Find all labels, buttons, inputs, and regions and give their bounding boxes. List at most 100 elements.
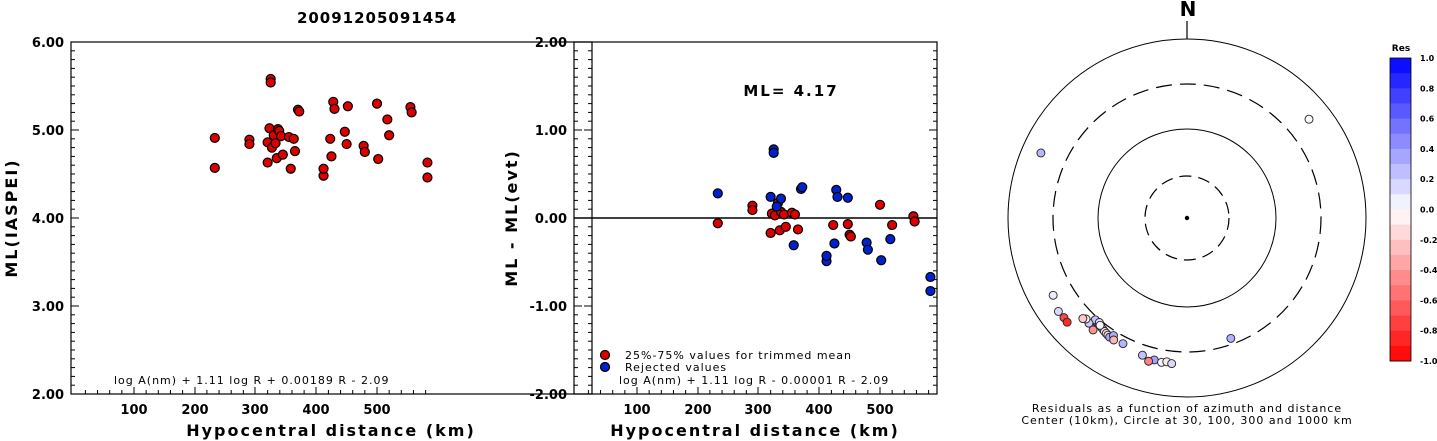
x-tick-label: 300: [744, 403, 771, 418]
trimmed-point: [792, 224, 804, 235]
colorbar-cell: [1390, 209, 1411, 226]
ml-point: [209, 162, 220, 173]
residual-distance-panel: 100 200 300 400 500 -2.00 -1.00 0.00 1.00 2.00 ML…: [502, 36, 938, 440]
ml-distance-panel: 100 200 300 400 500 2.00 3.00 4.00 5.00 6.00 log …: [2, 36, 593, 440]
colorbar-cell: [1390, 345, 1411, 362]
ml-point: [285, 163, 296, 174]
rejected-point: [925, 285, 936, 297]
ring-100km: [1097, 128, 1277, 308]
ml-point: [406, 107, 417, 118]
colorbar-cell: [1390, 58, 1411, 74]
colorbar-cell: [1390, 270, 1411, 286]
x-tick-label: 500: [866, 403, 893, 418]
legend-rejected-label: Rejected values: [625, 361, 727, 374]
polar-points: [1036, 114, 1314, 369]
trimmed-point: [780, 221, 791, 232]
polar-caption-2: Center (10km), Circle at 30, 100, 300 an…: [1021, 414, 1352, 427]
rejected-point: [788, 240, 799, 251]
colorbar-ticks: 1.0 0.8 0.6 0.4 0.2 0.0 -0.2 -0.4 -0.6 -0.8 -1.0: [1420, 54, 1437, 366]
plot1-formula: log A(nm) + 1.11 log R + 0.00189 R - 2.0…: [114, 374, 389, 387]
ml-point: [294, 106, 305, 117]
ml-point: [373, 153, 384, 165]
colorbar-cell: [1390, 73, 1411, 89]
x-tick-label: 100: [120, 403, 147, 418]
colorbar-tick-label: -0.2: [1420, 236, 1437, 245]
trimmed-point: [887, 219, 898, 231]
colorbar-cell: [1390, 285, 1411, 301]
ml-point: [342, 101, 353, 112]
ml-point: [289, 146, 301, 157]
rejected-point: [925, 271, 936, 283]
residual-station-point: [1048, 290, 1058, 300]
y-tick-label: 3.00: [32, 300, 64, 315]
x-tick-label: 200: [684, 403, 711, 418]
plot2-ticks: 100 200 300 400 500 -2.00 -1.00 0.00 1.00 2.00: [530, 36, 937, 418]
ml-point: [288, 133, 299, 144]
trimmed-point: [712, 218, 723, 229]
rejected-point: [842, 192, 853, 203]
residual-station-point: [1167, 359, 1177, 369]
residual-station-point: [1095, 320, 1105, 330]
residual-station-point: [1053, 306, 1063, 316]
plot2-formula: log A(nm) + 1.11 log R - 0.00001 R - 2.0…: [619, 374, 889, 387]
trimmed-point: [909, 216, 920, 227]
ml-point: [270, 138, 281, 149]
colorbar-cell: [1390, 118, 1411, 135]
colorbar-cell: [1390, 300, 1411, 317]
ml-point: [329, 103, 340, 114]
ml-point: [325, 133, 336, 144]
colorbar-cell: [1390, 88, 1411, 104]
x-tick-label: 200: [181, 403, 208, 418]
polar-center: [1184, 215, 1190, 221]
y-tick-label: 4.00: [32, 212, 64, 227]
colorbar-cell: [1390, 239, 1411, 256]
colorbar-cell: [1390, 133, 1411, 150]
colorbar-cells: [1389, 57, 1412, 362]
colorbar-tick-label: -1.0: [1420, 357, 1437, 366]
ml-point: [422, 172, 433, 183]
plot2-points: [712, 144, 936, 297]
residual-station-point: [1036, 148, 1046, 158]
x-tick-label: 100: [623, 403, 650, 418]
rejected-point: [712, 188, 723, 199]
rejected-point: [876, 255, 887, 266]
residual-station-point: [1137, 350, 1147, 360]
plot1-ylabel: ML(IASPEI): [2, 158, 21, 277]
residual-colorbar: Res 1.0 0.8 0.6 0.4 0.2 0.0 -0.2 -0.4 -0.6 -0.8 -1…: [1389, 44, 1437, 366]
residual-station-point: [1226, 333, 1236, 343]
colorbar-cell: [1390, 254, 1411, 271]
y-tick-label: 6.00: [32, 36, 64, 51]
y-tick-label: 2.00: [32, 388, 64, 403]
rejected-point: [862, 244, 873, 255]
azimuth-polar-panel: N Residuals as a function of azimuth and…: [1007, 0, 1367, 427]
rejected-point: [797, 182, 808, 193]
y-tick-label: 1.00: [535, 124, 567, 139]
plot2-ml-annotation: ML= 4.17: [743, 82, 838, 100]
rejected-point: [832, 191, 843, 202]
plot2-ylabel: ML - ML(evt): [502, 149, 521, 287]
colorbar-cell: [1390, 103, 1411, 120]
trimmed-point: [747, 204, 758, 216]
ml-point: [359, 146, 370, 158]
figure-title: 20091205091454: [297, 9, 457, 27]
legend-rejected-marker: [599, 361, 611, 373]
trimmed-point: [828, 219, 839, 231]
trimmed-point: [845, 231, 856, 242]
north-label: N: [1180, 0, 1197, 21]
colorbar-tick-label: -0.6: [1420, 296, 1437, 305]
residual-station-point: [1304, 114, 1314, 124]
ml-point: [262, 157, 273, 168]
colorbar-tick-label: 0.4: [1420, 145, 1435, 154]
y-tick-label: -2.00: [530, 388, 567, 403]
rejected-point: [765, 191, 776, 202]
rejected-point: [771, 201, 782, 212]
ring-300km: [1052, 83, 1322, 353]
ml-point: [384, 130, 395, 141]
ml-point: [209, 132, 220, 144]
colorbar-cell: [1390, 148, 1411, 165]
rejected-point: [885, 234, 896, 245]
plot2-xlabel: Hypocentral distance (km): [610, 421, 900, 440]
ml-point: [382, 114, 393, 125]
ml-point: [265, 77, 276, 88]
